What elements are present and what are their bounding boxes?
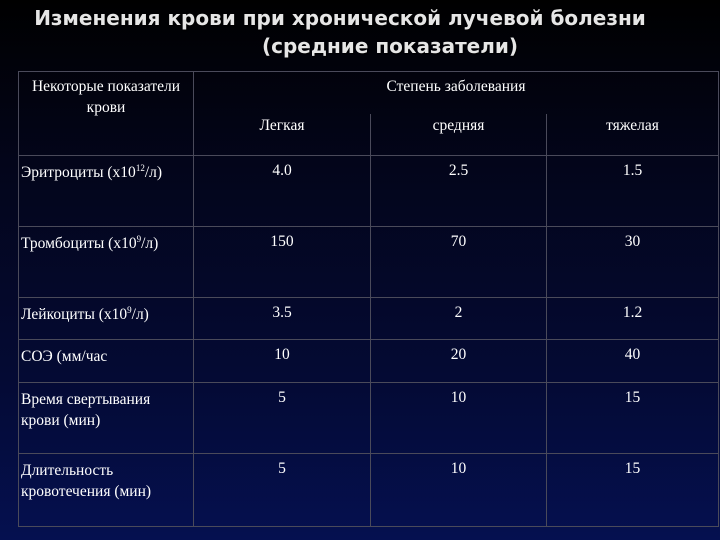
table-row: Длительность кровотечения (мин) 5 10 15	[18, 453, 719, 527]
cell-value: 70	[370, 226, 547, 298]
slide-title-line1: Изменения крови при хронической лучевой …	[34, 6, 646, 30]
header-disease-degree: Степень заболевания	[193, 71, 719, 114]
row-label-bleeding-duration: Длительность кровотечения (мин)	[18, 453, 194, 527]
cell-value: 15	[546, 382, 719, 454]
table-row: Тромбоциты (х109/л) 150 70 30	[18, 226, 719, 298]
table-row: СОЭ (мм/час 10 20 40	[18, 339, 719, 383]
cell-value: 1.5	[546, 155, 719, 227]
cell-value: 10	[370, 382, 547, 454]
table-row: Время свертывания крови (мин) 5 10 15	[18, 382, 719, 454]
cell-value: 40	[546, 339, 719, 383]
header-indicators: Некоторые показатели крови	[18, 71, 194, 156]
row-label-esr: СОЭ (мм/час	[18, 339, 194, 383]
cell-value: 2.5	[370, 155, 547, 227]
table-row: Эритроциты (х1012/л) 4.0 2.5 1.5	[18, 155, 719, 227]
row-label-clotting-time: Время свертывания крови (мин)	[18, 382, 194, 454]
header-moderate: средняя	[370, 113, 547, 156]
cell-value: 30	[546, 226, 719, 298]
cell-value: 3.5	[193, 297, 371, 340]
header-severe: тяжелая	[546, 113, 719, 156]
row-label-leukocytes: Лейкоциты (х109/л)	[18, 297, 194, 340]
row-label-erythrocytes: Эритроциты (х1012/л)	[18, 155, 194, 227]
row-label-platelets: Тромбоциты (х109/л)	[18, 226, 194, 298]
cell-value: 1.2	[546, 297, 719, 340]
cell-value: 5	[193, 453, 371, 527]
header-mild: Легкая	[193, 113, 371, 156]
cell-value: 4.0	[193, 155, 371, 227]
cell-value: 20	[370, 339, 547, 383]
table-row: Лейкоциты (х109/л) 3.5 2 1.2	[18, 297, 719, 340]
cell-value: 10	[193, 339, 371, 383]
cell-value: 5	[193, 382, 371, 454]
blood-indicators-table: Некоторые показатели крови Степень забол…	[18, 71, 719, 527]
slide-title: Изменения крови при хронической лучевой …	[0, 4, 720, 60]
cell-value: 150	[193, 226, 371, 298]
slide-title-line2: (средние показатели)	[261, 34, 519, 58]
cell-value: 10	[370, 453, 547, 527]
cell-value: 15	[546, 453, 719, 527]
cell-value: 2	[370, 297, 547, 340]
